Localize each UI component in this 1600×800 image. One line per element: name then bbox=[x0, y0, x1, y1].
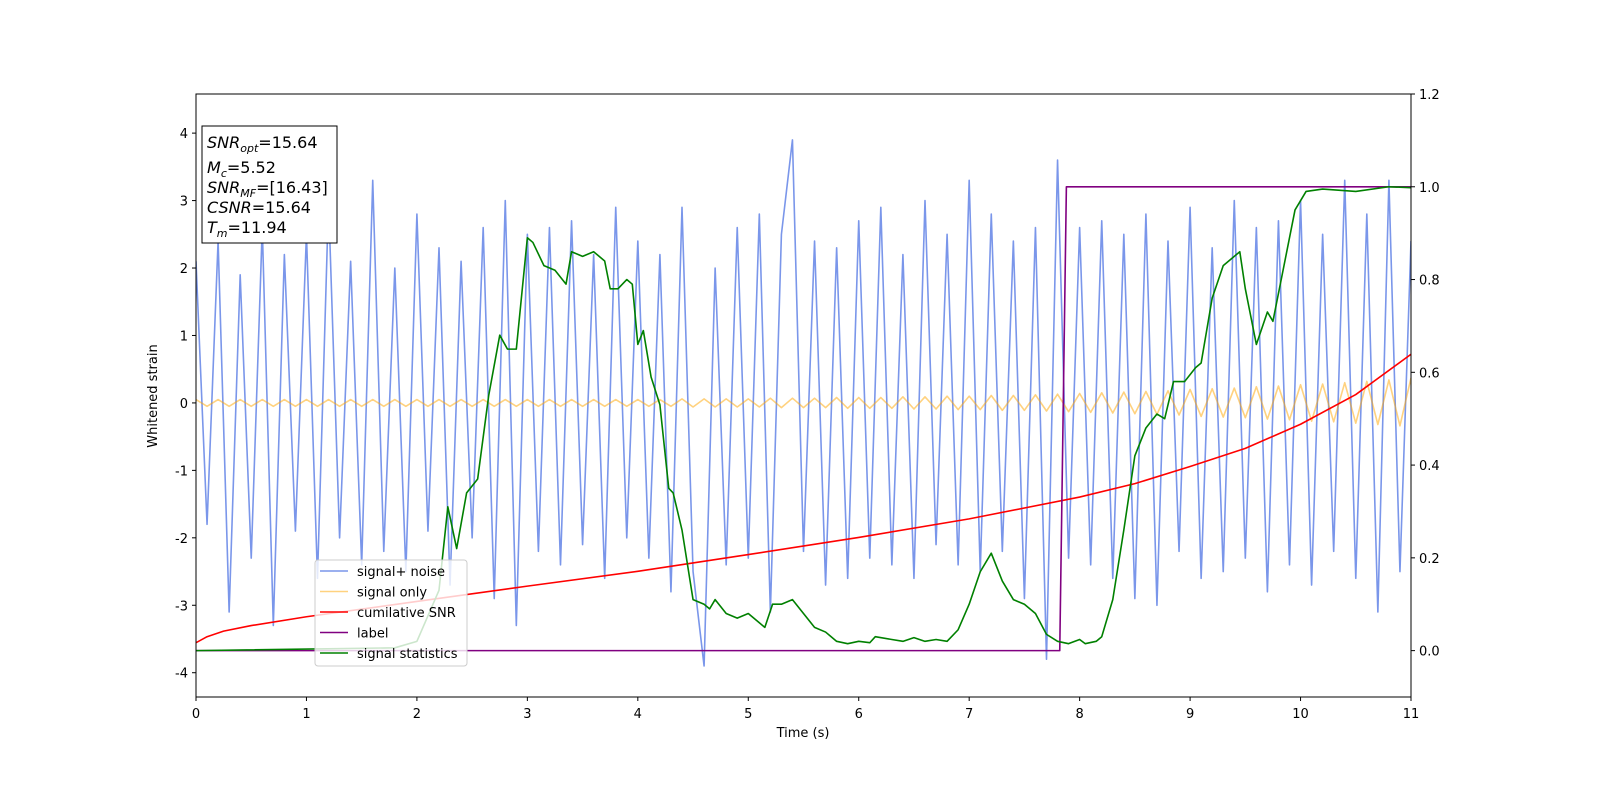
annotation-symbol: M bbox=[207, 158, 221, 177]
series-line bbox=[196, 139, 1411, 667]
y-tick-label: 0 bbox=[180, 397, 188, 412]
annotation-line: SNRMF=[16.43] bbox=[207, 178, 328, 200]
x-tick-label: 8 bbox=[1075, 707, 1083, 722]
annotation-value: =11.94 bbox=[228, 218, 287, 237]
x-tick-label: 0 bbox=[192, 707, 200, 722]
legend-label: signal only bbox=[357, 586, 427, 601]
x-tick-label: 3 bbox=[523, 707, 531, 722]
y2-tick-label: 1.2 bbox=[1419, 88, 1440, 103]
y-tick-label: 1 bbox=[180, 329, 188, 344]
y-tick-label: 3 bbox=[180, 195, 188, 210]
x-tick-label: 6 bbox=[855, 707, 863, 722]
legend: signal+ noise signal only cumilative SNR la… bbox=[314, 559, 468, 667]
annotation-symbol: T bbox=[207, 218, 218, 237]
y-tick-label: -4 bbox=[175, 667, 188, 682]
annotation-value: =5.52 bbox=[227, 158, 276, 177]
series-line bbox=[196, 185, 1411, 652]
plot-area bbox=[196, 139, 1411, 667]
axes-frame bbox=[195, 93, 1412, 698]
y-tick-label: 2 bbox=[180, 262, 188, 277]
y-tick-label: -3 bbox=[175, 599, 188, 614]
annotation-value: =[16.43] bbox=[256, 178, 328, 197]
x-axis-label: Time (s) bbox=[776, 726, 830, 741]
y-axis-label: Whitened strain bbox=[146, 344, 161, 447]
x-tick-label: 1 bbox=[302, 707, 310, 722]
y2-tick-label: 0.6 bbox=[1419, 366, 1440, 381]
series-line bbox=[196, 353, 1411, 644]
annotation-symbol: CSNR bbox=[207, 198, 252, 217]
annotation-line: Tm=11.94 bbox=[207, 218, 287, 240]
y2-tick-label: 1.0 bbox=[1419, 181, 1440, 196]
y-tick-label: 4 bbox=[180, 127, 188, 142]
annotation-subscript: MF bbox=[240, 187, 256, 200]
legend-label: signal statistics bbox=[357, 647, 458, 662]
x-tick-label: 4 bbox=[634, 707, 642, 722]
annotation-line: SNRopt=15.64 bbox=[207, 133, 318, 155]
annotation-subscript: c bbox=[221, 167, 227, 180]
annotation-line: Mc=5.52 bbox=[207, 158, 276, 180]
legend-label: label bbox=[357, 627, 388, 642]
annotation-symbol: SNR bbox=[207, 178, 240, 197]
x-tick-label: 10 bbox=[1292, 707, 1309, 722]
legend-label: signal+ noise bbox=[357, 565, 445, 580]
x-tick-label: 11 bbox=[1403, 707, 1420, 722]
annotation-value: =15.64 bbox=[252, 198, 311, 217]
x-tick-label: 7 bbox=[965, 707, 973, 722]
x-tick-label: 2 bbox=[413, 707, 421, 722]
annotation-frame bbox=[201, 125, 338, 244]
y2-tick-label: 0.2 bbox=[1419, 552, 1440, 567]
x-tick-label: 9 bbox=[1186, 707, 1194, 722]
annotation-symbol: SNR bbox=[207, 133, 240, 152]
y-tick-label: -1 bbox=[175, 464, 188, 479]
annotation-line: CSNR=15.64 bbox=[207, 198, 311, 217]
annotation-subscript: opt bbox=[240, 142, 259, 155]
legend-label: cumilative SNR bbox=[357, 606, 456, 621]
y2-tick-label: 0.4 bbox=[1419, 459, 1440, 474]
legend-frame bbox=[314, 559, 468, 667]
series-line bbox=[196, 377, 1411, 427]
y-tick-label: -2 bbox=[175, 532, 188, 547]
y2-tick-label: 0.0 bbox=[1419, 645, 1440, 660]
series-line bbox=[196, 185, 1411, 652]
annotation-box: SNRopt=15.64Mc=5.52SNRMF=[16.43]CSNR=15.… bbox=[201, 125, 338, 244]
annotation-subscript: m bbox=[217, 227, 228, 240]
y2-tick-label: 0.8 bbox=[1419, 274, 1440, 289]
annotation-value: =15.64 bbox=[258, 133, 317, 152]
x-tick-label: 5 bbox=[744, 707, 752, 722]
